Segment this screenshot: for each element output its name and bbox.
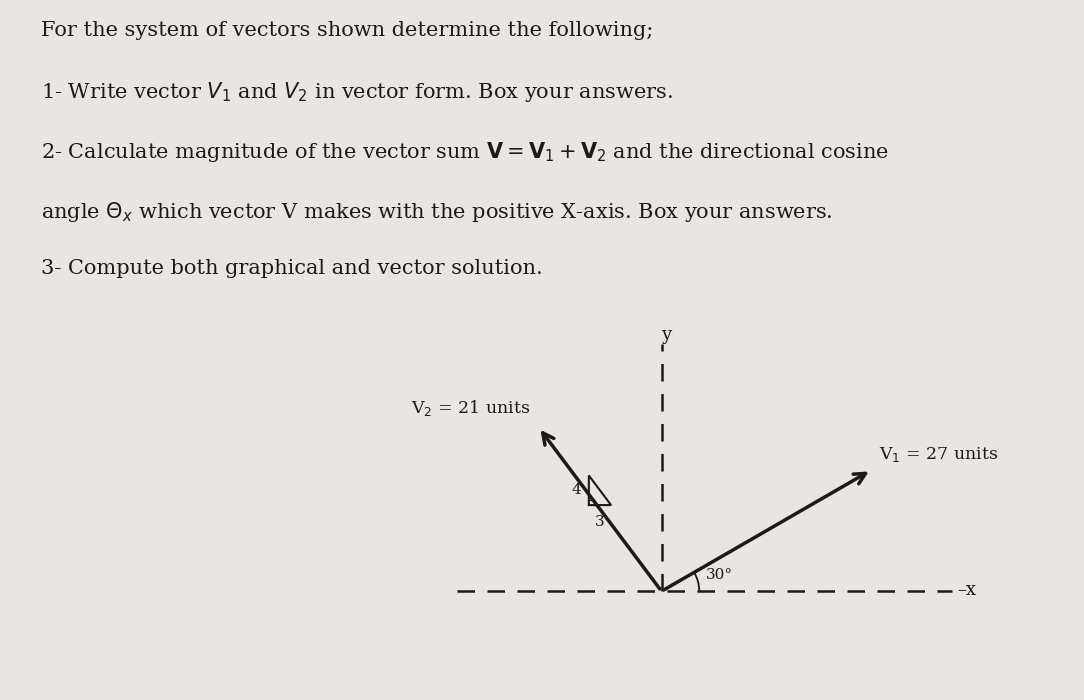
Text: –x: –x [957, 580, 977, 598]
Text: 3- Compute both graphical and vector solution.: 3- Compute both graphical and vector sol… [41, 259, 543, 278]
Text: V$_1$ = 27 units: V$_1$ = 27 units [879, 444, 998, 463]
Text: 4: 4 [571, 483, 581, 497]
Text: 1- Write vector $\mathit{V}_1$ and $\mathit{V}_2$ in vector form. Box your answe: 1- Write vector $\mathit{V}_1$ and $\mat… [41, 80, 673, 104]
Text: 2- Calculate magnitude of the vector sum $\mathbf{V} = \mathbf{V}_1 + \mathbf{V}: 2- Calculate magnitude of the vector sum… [41, 140, 889, 164]
Text: y: y [661, 326, 671, 344]
Text: For the system of vectors shown determine the following;: For the system of vectors shown determin… [41, 21, 654, 40]
Text: V$_2$ = 21 units: V$_2$ = 21 units [411, 398, 531, 418]
Text: 30°: 30° [706, 568, 733, 582]
Text: angle $\mathit{\Theta}_x$ which vector V makes with the positive X-axis. Box you: angle $\mathit{\Theta}_x$ which vector V… [41, 199, 833, 223]
Text: 3: 3 [595, 514, 605, 528]
